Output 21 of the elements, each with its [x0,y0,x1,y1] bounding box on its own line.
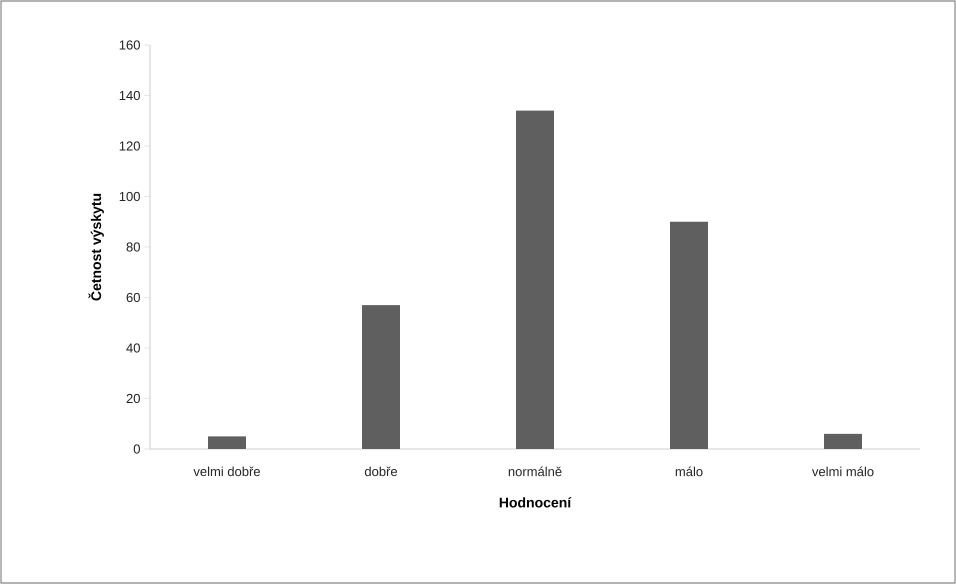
y-tick-label: 140 [120,90,140,100]
x-axis-title: Hodnocení [500,497,572,508]
bar [208,436,246,449]
y-tick-label: 0 [134,444,140,454]
y-tick-label: 120 [120,141,140,151]
x-tick-label: normálně [508,466,562,476]
y-tick-label: 160 [120,40,140,50]
y-tick-label: 60 [126,292,140,302]
bar [516,110,554,449]
bar [362,305,400,449]
y-tick-label: 40 [126,343,140,353]
y-tick-label: 20 [126,394,140,404]
y-tick-label: 100 [120,192,140,202]
x-tick-label: velmi dobře [193,466,260,476]
bar [824,434,862,449]
y-axis-title: Četnost výskytu [88,194,104,300]
x-tick-label: velmi málo [812,466,874,476]
x-tick-label: málo [676,466,703,476]
bar [670,222,708,449]
y-tick-label: 80 [126,242,140,252]
x-tick-label: dobře [364,466,398,476]
